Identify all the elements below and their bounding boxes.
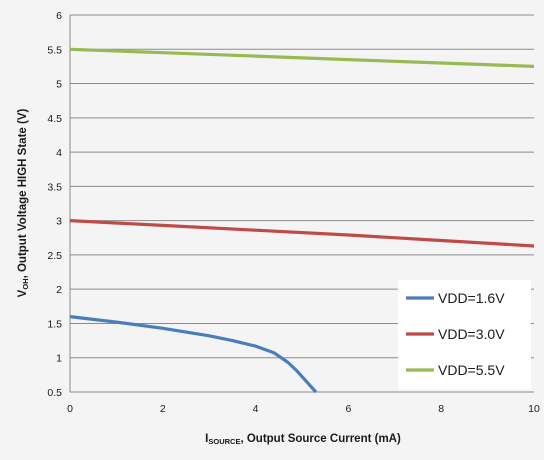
y-tick-label-2: 2 bbox=[56, 284, 62, 296]
y-tick-label-4: 4 bbox=[56, 147, 62, 159]
y-tick-label-5-5: 5.5 bbox=[47, 44, 62, 56]
legend-entry-vdd-5-5: VDD=5.5V bbox=[406, 362, 505, 378]
x-tick-label-2: 2 bbox=[160, 403, 166, 415]
y-tick-label-2-5: 2.5 bbox=[47, 250, 62, 262]
series-line-vdd-5-5v bbox=[69, 47, 535, 68]
x-tick-label-0: 0 bbox=[67, 403, 73, 415]
legend-label-vdd-1-6: VDD=1.6V bbox=[438, 290, 505, 306]
axes bbox=[69, 15, 534, 393]
tick-labels: 0.5 1 1.5 2 2.5 3 3.5 4 4.5 5 5.5 6 0 2 4 6 8 10 bbox=[47, 10, 540, 415]
y-tick-label-4-5: 4.5 bbox=[47, 113, 62, 125]
legend-label-vdd-3-0: VDD=3.0V bbox=[438, 326, 505, 342]
y-tick-label-3: 3 bbox=[56, 216, 62, 228]
y-axis-title: VOH, Output Voltage HIGH State (V) bbox=[17, 109, 30, 298]
data-series bbox=[69, 47, 535, 394]
x-tick-label-4: 4 bbox=[253, 403, 259, 415]
y-tick-label-3-5: 3.5 bbox=[47, 181, 62, 193]
y-tick-label-1: 1 bbox=[56, 353, 62, 365]
gridlines bbox=[70, 14, 534, 359]
x-tick-label-6: 6 bbox=[345, 403, 351, 415]
legend: VDD=1.6V VDD=3.0V VDD=5.5V bbox=[398, 280, 531, 389]
x-tick-label-10: 10 bbox=[528, 403, 540, 415]
y-tick-label-5: 5 bbox=[56, 79, 62, 91]
y-tick-label-0-5: 0.5 bbox=[47, 387, 62, 399]
series-line-vdd-1-6v bbox=[69, 315, 318, 394]
series-line-vdd-3-0v bbox=[69, 219, 535, 248]
y-tick-label-6: 6 bbox=[56, 10, 62, 22]
x-tick-label-8: 8 bbox=[438, 403, 444, 415]
y-tick-label-1-5: 1.5 bbox=[47, 318, 62, 330]
x-axis-title: ISOURCE, Output Source Current (mA) bbox=[205, 433, 401, 446]
legend-entry-vdd-3-0: VDD=3.0V bbox=[406, 326, 505, 342]
legend-entry-vdd-1-6: VDD=1.6V bbox=[406, 290, 505, 306]
legend-label-vdd-5-5: VDD=5.5V bbox=[438, 362, 505, 378]
